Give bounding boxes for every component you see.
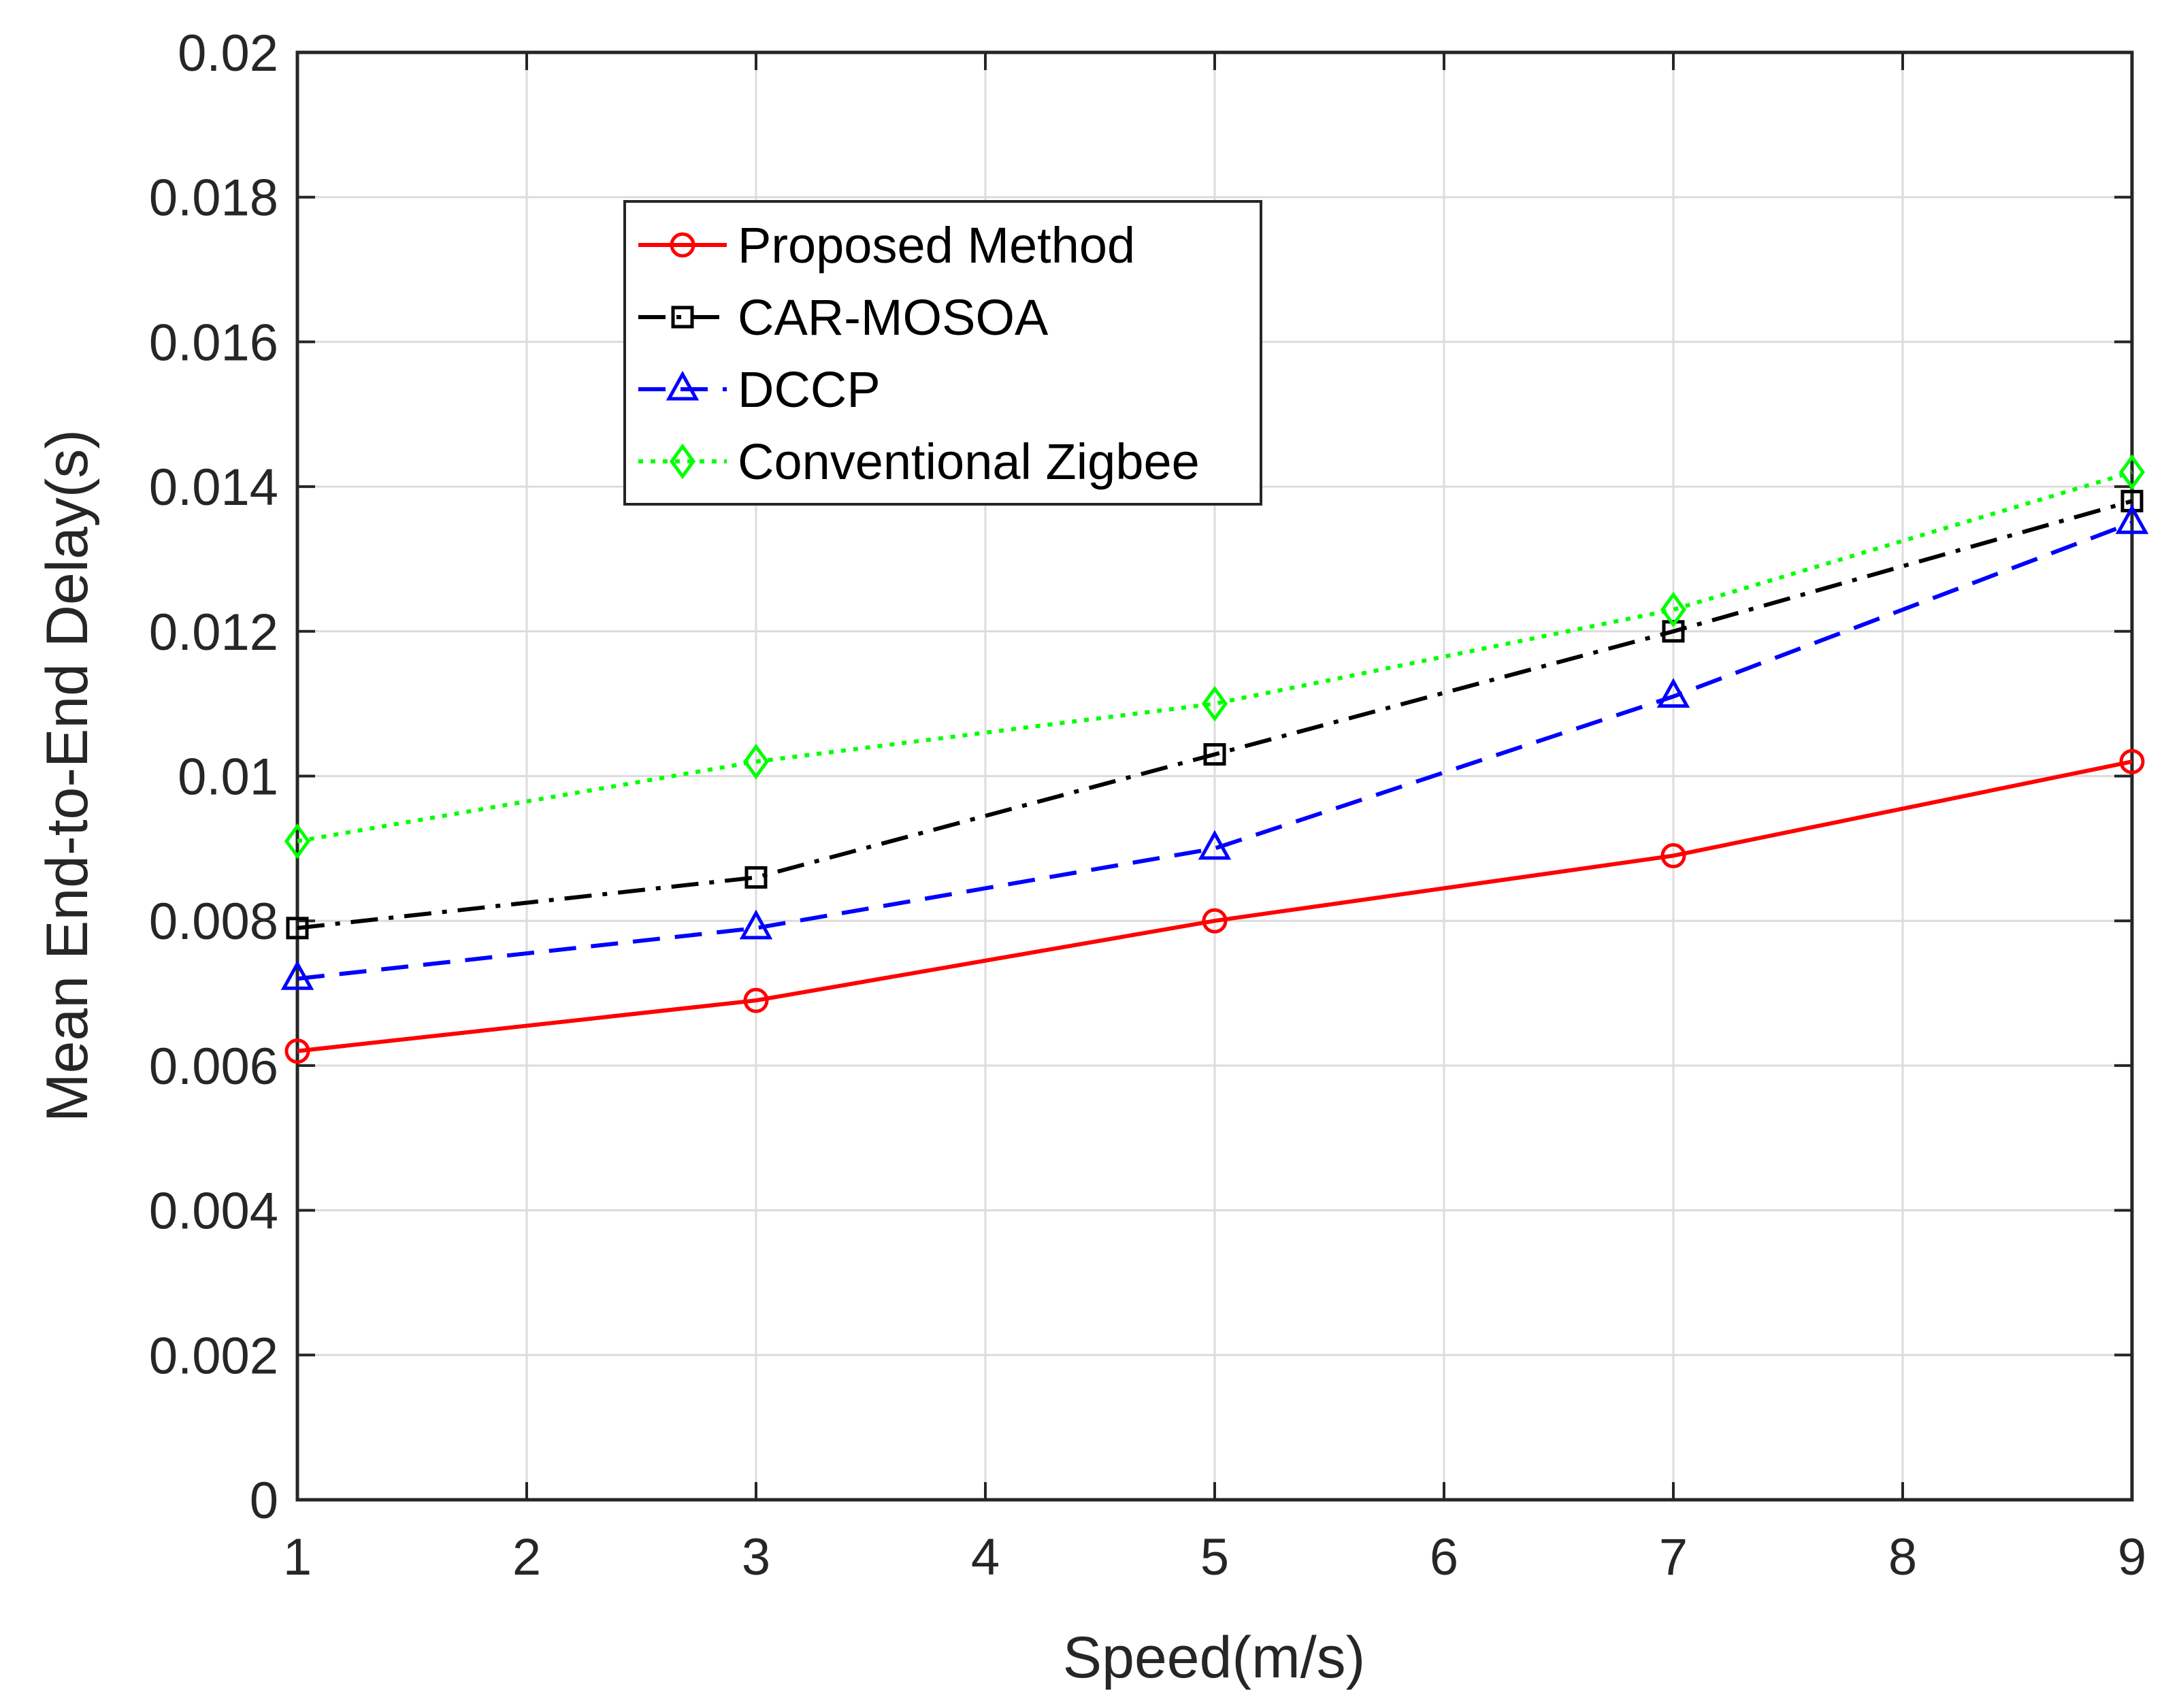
x-tick-label: 9 <box>2118 1528 2146 1586</box>
x-axis-title: Speed(m/s) <box>1063 1625 1366 1690</box>
data-point-dccp <box>280 960 314 990</box>
y-tick-label: 0.02 <box>178 24 278 82</box>
data-point-dccp <box>2115 504 2149 534</box>
series-proposed-method <box>284 749 2145 1064</box>
data-point-dccp <box>739 909 773 940</box>
series-line-dccp <box>297 521 2133 981</box>
plot-area: 1 2 3 4 5 6 7 8 9 0 0.002 0.004 0.006 0.008 0.01 0.012 0… <box>149 24 2149 1586</box>
y-tick-label: 0.004 <box>149 1183 278 1241</box>
x-tick-label: 2 <box>512 1528 541 1586</box>
y-tick-label: 0.002 <box>149 1327 278 1385</box>
legend-label-car-mosoa: CAR-MOSOA <box>738 289 1049 346</box>
y-tick-label: 0.008 <box>149 893 278 951</box>
x-tick-label: 4 <box>971 1528 1000 1586</box>
data-point-car-mosoa <box>744 866 768 889</box>
y-tick-label: 0.018 <box>149 169 278 227</box>
series-dccp <box>280 504 2149 990</box>
legend-label-proposed-method: Proposed Method <box>738 217 1135 274</box>
y-tick-label: 0.01 <box>178 749 278 806</box>
data-point-dccp <box>1198 830 1232 860</box>
legend-label-conventional-zigbee: Conventional Zigbee <box>738 433 1200 490</box>
series-line-conventional-zigbee <box>297 470 2133 844</box>
legend: Proposed Method CAR-MOSOA DCCP Conventional… <box>623 200 1262 506</box>
y-tick-label: 0.012 <box>149 604 278 661</box>
x-tick-label: 5 <box>1200 1528 1229 1586</box>
data-point-conventional-zigbee <box>2118 454 2146 491</box>
data-point-car-mosoa <box>1203 743 1226 766</box>
data-point-proposed-method <box>1660 842 1686 868</box>
legend-label-dccp: DCCP <box>738 361 881 418</box>
data-point-conventional-zigbee <box>1201 685 1228 722</box>
legend-box <box>623 200 1262 506</box>
data-point-proposed-method <box>743 987 769 1013</box>
series-conventional-zigbee <box>284 454 2146 859</box>
data-point-conventional-zigbee <box>1660 591 1687 628</box>
y-tick-label: 0.014 <box>149 459 278 516</box>
x-tick-label: 8 <box>1888 1528 1917 1586</box>
data-point-proposed-method <box>2119 749 2145 774</box>
data-point-dccp <box>1656 678 1690 708</box>
y-tick-label: 0 <box>250 1472 278 1530</box>
data-point-car-mosoa <box>286 917 309 940</box>
data-point-conventional-zigbee <box>742 743 770 780</box>
legend-marker-conventional-zigbee <box>669 443 696 480</box>
data-point-proposed-method <box>1202 908 1228 934</box>
y-axis-title: Mean End-to-End Delay(s) <box>35 429 100 1122</box>
data-point-proposed-method <box>284 1038 310 1064</box>
series-line-proposed-method <box>297 759 2133 1053</box>
y-tick-label: 0.006 <box>149 1038 278 1096</box>
x-tick-label: 3 <box>742 1528 770 1586</box>
y-tick-label: 0.016 <box>149 314 278 372</box>
x-tick-label: 6 <box>1430 1528 1458 1586</box>
data-point-conventional-zigbee <box>284 823 311 859</box>
legend-marker-proposed-method <box>670 232 695 258</box>
legend-marker-car-mosoa <box>671 306 694 329</box>
x-tick-label: 7 <box>1659 1528 1688 1586</box>
legend-marker-dccp <box>666 370 700 401</box>
series-line-car-mosoa <box>297 499 2133 930</box>
x-tick-label: 1 <box>283 1528 312 1586</box>
